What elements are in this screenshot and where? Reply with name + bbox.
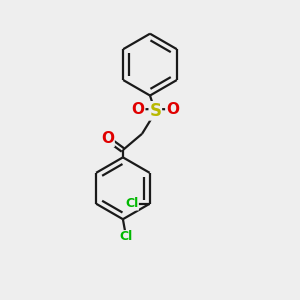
Text: Cl: Cl: [125, 197, 139, 210]
Text: O: O: [101, 131, 114, 146]
Text: O: O: [132, 102, 145, 117]
Text: O: O: [166, 102, 179, 117]
Text: S: S: [149, 102, 161, 120]
Text: Cl: Cl: [119, 230, 133, 243]
